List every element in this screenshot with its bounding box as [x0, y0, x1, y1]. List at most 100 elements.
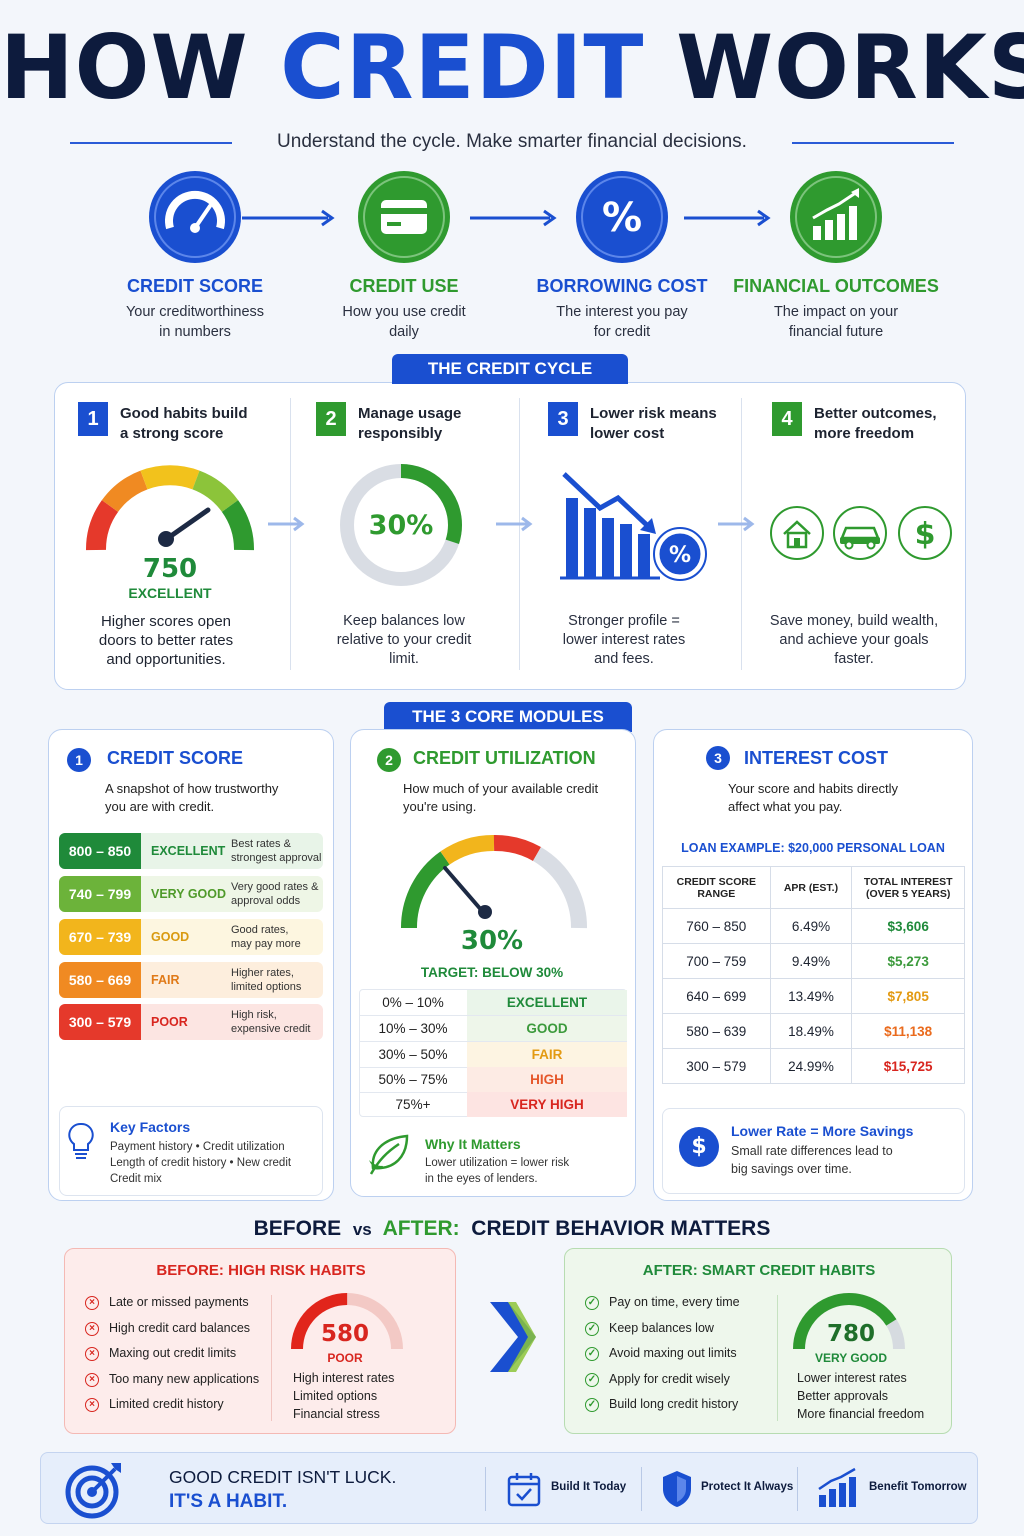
module-desc: Your score and habits directly affect wha…	[728, 781, 899, 814]
check-icon: ✓	[585, 1398, 599, 1412]
score-range-row: 580 – 669 FAIR Higher rates, limited opti…	[59, 962, 323, 998]
flow-desc-credit-use: How you use credit daily	[342, 304, 466, 340]
x-icon: ×	[85, 1322, 99, 1336]
usage-donut-icon	[340, 464, 462, 586]
step-number: 2	[316, 402, 346, 436]
flow-arrow-icon	[684, 209, 771, 227]
svg-text:%: %	[669, 543, 691, 568]
key-factors-title: Key Factors	[110, 1119, 191, 1135]
svg-text:$: $	[915, 517, 936, 552]
cycle-divider	[741, 398, 742, 670]
before-score: 580	[320, 1321, 369, 1347]
credit-card-icon	[358, 171, 450, 263]
step-desc: Higher scores open doors to better rates a…	[98, 613, 234, 668]
before-item: Limited credit history	[109, 1397, 224, 1411]
before-divider	[271, 1295, 272, 1421]
flow-title-credit-score: CREDIT SCORE	[126, 276, 263, 296]
after-effects: Lower interest rates Better approvals More…	[797, 1371, 925, 1421]
loan-table-row: 300 – 579 24.99% $15,725	[662, 1048, 965, 1084]
before-item: Too many new applications	[109, 1372, 260, 1386]
rising-chart-icon	[818, 1467, 856, 1507]
cycle-arrow-icon	[718, 516, 755, 532]
lightbulb-icon	[68, 1122, 94, 1159]
before-score-gauge-icon	[291, 1293, 403, 1350]
flow-icon-financial-outcomes	[789, 170, 883, 264]
utilization-row: 75%+ VERY HIGH	[359, 1092, 627, 1118]
before-score-label: POOR	[327, 1351, 363, 1365]
utilization-gauge-icon	[400, 834, 588, 929]
loan-table-header: CREDIT SCORE RANGE APR (EST.) TOTAL INTE…	[662, 866, 965, 909]
score-range-row: 300 – 579 POOR High risk, expensive credi…	[59, 1004, 323, 1040]
loan-table-row: 700 – 759 9.49% $5,273	[662, 943, 965, 979]
flow-arrow-icon	[470, 209, 557, 227]
step-number: 1	[78, 402, 108, 436]
after-score-gauge-icon	[793, 1293, 905, 1350]
modules-header: THE 3 CORE MODULES	[384, 702, 632, 732]
footer-build: Build It Today	[551, 1481, 627, 1493]
savings-box: $ Lower Rate = More Savings Small rate d…	[662, 1108, 965, 1194]
usage-percent: 30%	[368, 510, 434, 541]
savings-title: Lower Rate = More Savings	[731, 1123, 914, 1139]
flow-arrow-icon	[242, 209, 335, 227]
footer-banner: GOOD CREDIT ISN'T LUCK. IT'S A HABIT. Bu…	[40, 1452, 978, 1524]
footer-divider	[641, 1467, 642, 1511]
after-item: Build long credit history	[609, 1397, 739, 1411]
cycle-divider	[519, 398, 520, 670]
score-range-row: 670 – 739 GOOD Good rates, may pay more	[59, 919, 323, 955]
cycle-arrow-icon	[496, 516, 533, 532]
module-desc: A snapshot of how trustworthy you are wit…	[105, 781, 279, 814]
utilization-row: 10% – 30% GOOD	[359, 1016, 627, 1042]
loan-table-row: 640 – 699 13.49% $7,805	[662, 978, 965, 1014]
module-title: CREDIT UTILIZATION	[413, 748, 596, 768]
utilization-row: 30% – 50% FAIR	[359, 1042, 627, 1068]
footer-protect: Protect It Always	[701, 1481, 794, 1493]
check-icon: ✓	[585, 1347, 599, 1361]
utilization-row: 50% – 75% HIGH	[359, 1067, 627, 1093]
check-icon: ✓	[585, 1322, 599, 1336]
comparison-title: BEFORE vs AFTER: CREDIT BEHAVIOR MATTERS	[253, 1217, 771, 1240]
module-desc: How much of your available credit you're …	[403, 781, 599, 814]
module-interest-cost: 3 INTEREST COST Your score and habits di…	[653, 729, 973, 1201]
growth-chart-icon	[790, 171, 882, 263]
score-value: 750	[142, 554, 198, 584]
step-number: 3	[548, 402, 578, 436]
loan-example-title: LOAN EXAMPLE: $20,000 PERSONAL LOAN	[681, 841, 945, 855]
page-subtitle: Understand the cycle. Make smarter finan…	[277, 131, 747, 152]
outcome-icons: $	[770, 506, 952, 560]
dollar-coin-icon: $	[679, 1127, 719, 1167]
dollar-icon: $	[898, 506, 952, 560]
after-score: 780	[826, 1321, 875, 1347]
calendar-check-icon	[507, 1473, 541, 1507]
why-it-matters-text: Lower utilization = lower risk in the eye…	[425, 1157, 570, 1185]
after-divider	[777, 1295, 778, 1421]
flow-title-financial-outcomes: FINANCIAL OUTCOMES	[733, 276, 939, 296]
footer-line-2: IT'S A HABIT.	[169, 1491, 288, 1512]
utilization-target: TARGET: BELOW 30%	[420, 965, 564, 980]
declining-rate-icon: %	[560, 472, 707, 581]
step-desc: Keep balances low relative to your credit…	[336, 613, 472, 667]
step-number: 4	[772, 402, 802, 436]
x-icon: ×	[85, 1347, 99, 1361]
page-title: HOW CREDIT WORKS	[0, 18, 1024, 118]
after-item: Apply for credit wisely	[609, 1372, 730, 1386]
x-icon: ×	[85, 1296, 99, 1310]
after-item: Avoid maxing out limits	[609, 1346, 737, 1360]
step-title: Good habits build a strong score	[120, 405, 248, 442]
savings-text: Small rate differences lead to big saving…	[731, 1144, 893, 1176]
cycle-divider	[290, 398, 291, 670]
flow-desc-borrowing-cost: The interest you pay for credit	[556, 304, 688, 340]
shield-icon	[663, 1471, 691, 1507]
footer-line-1: GOOD CREDIT ISN'T LUCK.	[169, 1467, 397, 1487]
module-credit-utilization: 2 CREDIT UTILIZATION How much of your av…	[350, 729, 636, 1197]
house-icon	[770, 506, 824, 560]
x-icon: ×	[85, 1373, 99, 1387]
chevron-right-icon	[490, 1302, 536, 1372]
step-desc: Stronger profile = lower interest rates an…	[562, 613, 686, 667]
loan-table: CREDIT SCORE RANGE APR (EST.) TOTAL INTE…	[662, 866, 965, 1084]
leaf-check-icon	[369, 1134, 409, 1175]
step-desc: Save money, build wealth, and achieve you…	[769, 613, 939, 667]
before-effects: High interest rates Limited options Financ…	[293, 1371, 395, 1421]
footer-divider	[797, 1467, 798, 1511]
score-range-row: 800 – 850 EXCELLENT Best rates & stronges…	[59, 833, 323, 869]
credit-cycle-header: THE CREDIT CYCLE	[392, 354, 628, 384]
